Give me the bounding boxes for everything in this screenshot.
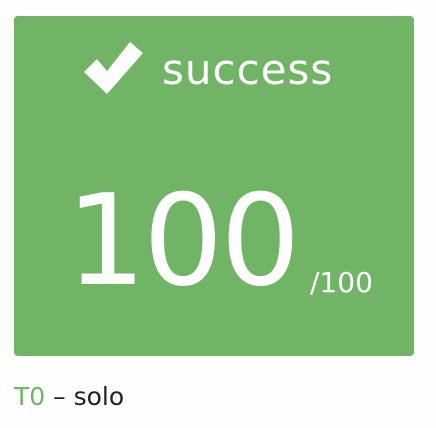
status-header: success (14, 34, 414, 106)
result-card: success 100 /100 (14, 16, 414, 356)
status-label: success (162, 45, 334, 94)
score-value: 100 (66, 167, 300, 314)
test-id[interactable]: T0 (14, 382, 46, 411)
score-max: /100 (310, 266, 373, 299)
test-mode: solo (73, 382, 125, 411)
test-caption: T0 – solo (14, 380, 124, 414)
checkmark-icon (84, 42, 143, 94)
caption-separator: – (53, 382, 66, 411)
